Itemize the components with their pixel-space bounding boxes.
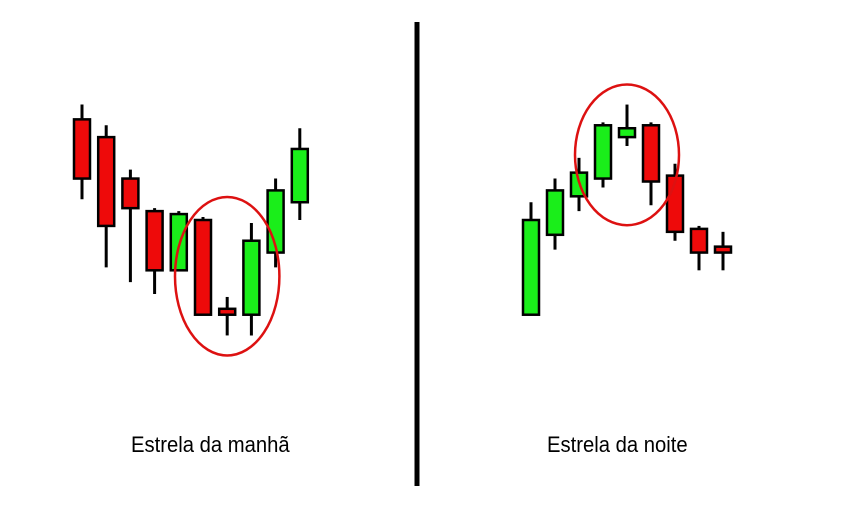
candle-body bbox=[521, 218, 541, 316]
evening-candle-4 bbox=[593, 122, 613, 188]
evening-candle-1 bbox=[521, 202, 541, 316]
morning-candle-7 bbox=[217, 296, 237, 336]
morning-candle-10 bbox=[290, 128, 310, 220]
candle-body bbox=[545, 189, 565, 237]
candle-body bbox=[242, 239, 261, 316]
morning-star-highlight bbox=[173, 195, 281, 357]
evening-candle-2 bbox=[545, 178, 565, 250]
morning-candle-3 bbox=[121, 169, 140, 283]
morning-candle-6 bbox=[193, 217, 213, 316]
candle-body bbox=[593, 124, 613, 180]
evening-candle-6 bbox=[641, 122, 661, 206]
candle-body bbox=[96, 135, 116, 228]
caption-morning-star: Estrela da manhã bbox=[131, 432, 290, 457]
candle-body bbox=[121, 177, 140, 210]
candle-body bbox=[290, 147, 310, 204]
candle-body bbox=[689, 227, 709, 254]
evening-candle-7 bbox=[665, 163, 685, 241]
morning-candle-4 bbox=[145, 208, 164, 294]
candle-body bbox=[641, 124, 661, 183]
candle-body bbox=[713, 245, 733, 254]
evening-candle-8 bbox=[689, 225, 709, 271]
morning-candle-9 bbox=[266, 178, 285, 268]
evening-star-highlight bbox=[573, 83, 681, 227]
caption-evening-star: Estrela da noite bbox=[547, 432, 688, 457]
evening-candle-5 bbox=[617, 104, 637, 146]
evening-candle-9 bbox=[713, 231, 733, 271]
candle-body bbox=[617, 126, 637, 139]
morning-candle-8 bbox=[242, 222, 261, 336]
candle-body bbox=[145, 209, 164, 272]
candle-body bbox=[193, 218, 213, 316]
morning-candle-1 bbox=[72, 104, 92, 200]
morning-candle-2 bbox=[96, 125, 116, 268]
candle-body bbox=[217, 307, 237, 316]
candle-body bbox=[72, 118, 92, 180]
morning-candle-5 bbox=[169, 211, 189, 272]
